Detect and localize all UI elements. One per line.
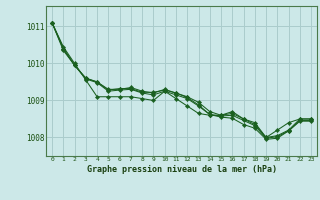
X-axis label: Graphe pression niveau de la mer (hPa): Graphe pression niveau de la mer (hPa) (87, 165, 276, 174)
